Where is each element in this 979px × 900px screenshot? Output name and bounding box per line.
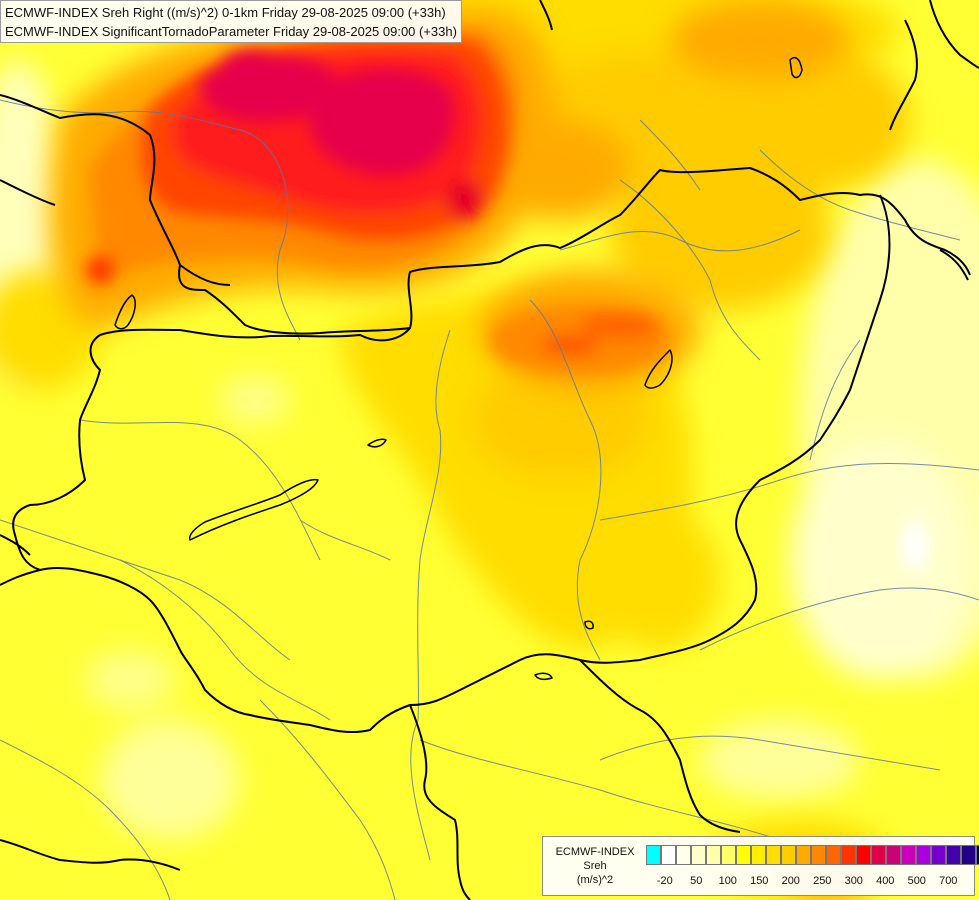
legend-swatch (706, 845, 721, 865)
field-crimson-areas (200, 50, 455, 176)
legend-source: ECMWF-INDEX (555, 846, 635, 858)
legend-tick-label: 100 (718, 875, 737, 887)
legend-swatch (961, 845, 976, 865)
legend-swatch (721, 845, 736, 865)
legend-tick-label: 150 (750, 875, 769, 887)
legend-swatch (766, 845, 781, 865)
map-title-box: ECMWF-INDEX Sreh Right ((m/s)^2) 0-1km F… (0, 0, 462, 43)
legend-tick-label: -20 (656, 875, 673, 887)
legend-swatch (676, 845, 691, 865)
legend-swatch (841, 845, 856, 865)
legend-tick-label: 700 (939, 875, 958, 887)
legend-swatch (781, 845, 796, 865)
legend-tick-label: 500 (907, 875, 926, 887)
field-white-patch (901, 519, 929, 571)
legend-swatch (796, 845, 811, 865)
legend-swatch (811, 845, 826, 865)
legend-label: ECMWF-INDEX Sreh (m/s)^2 (547, 845, 643, 887)
legend-swatch (856, 845, 871, 865)
legend-unit: (m/s)^2 (576, 874, 614, 886)
legend-swatch (931, 845, 946, 865)
legend-swatch (946, 845, 961, 865)
legend-swatch (646, 845, 661, 865)
map-title-line-2: ECMWF-INDEX SignificantTornadoParameter … (5, 24, 457, 39)
legend-ticks: -20 50 100 150 200 250 300 400 500 700 (646, 875, 976, 889)
legend-swatch (751, 845, 766, 865)
legend-swatch (661, 845, 676, 865)
map-title-line-1: ECMWF-INDEX Sreh Right ((m/s)^2) 0-1km F… (5, 5, 446, 20)
color-legend: ECMWF-INDEX Sreh (m/s)^2 -20 50 100 150 200 2… (542, 836, 979, 896)
legend-variable: Sreh (583, 860, 607, 872)
legend-swatch (871, 845, 886, 865)
legend-swatches (646, 845, 979, 865)
legend-swatch (691, 845, 706, 865)
legend-swatch (826, 845, 841, 865)
legend-swatch (886, 845, 901, 865)
legend-tick-label: 250 (813, 875, 832, 887)
legend-swatch (736, 845, 751, 865)
legend-swatch (916, 845, 931, 865)
legend-swatch (976, 845, 979, 865)
legend-tick-label: 50 (690, 875, 703, 887)
legend-tick-label: 200 (781, 875, 800, 887)
legend-tick-label: 400 (876, 875, 895, 887)
legend-swatch (901, 845, 916, 865)
legend-tick-label: 300 (844, 875, 863, 887)
